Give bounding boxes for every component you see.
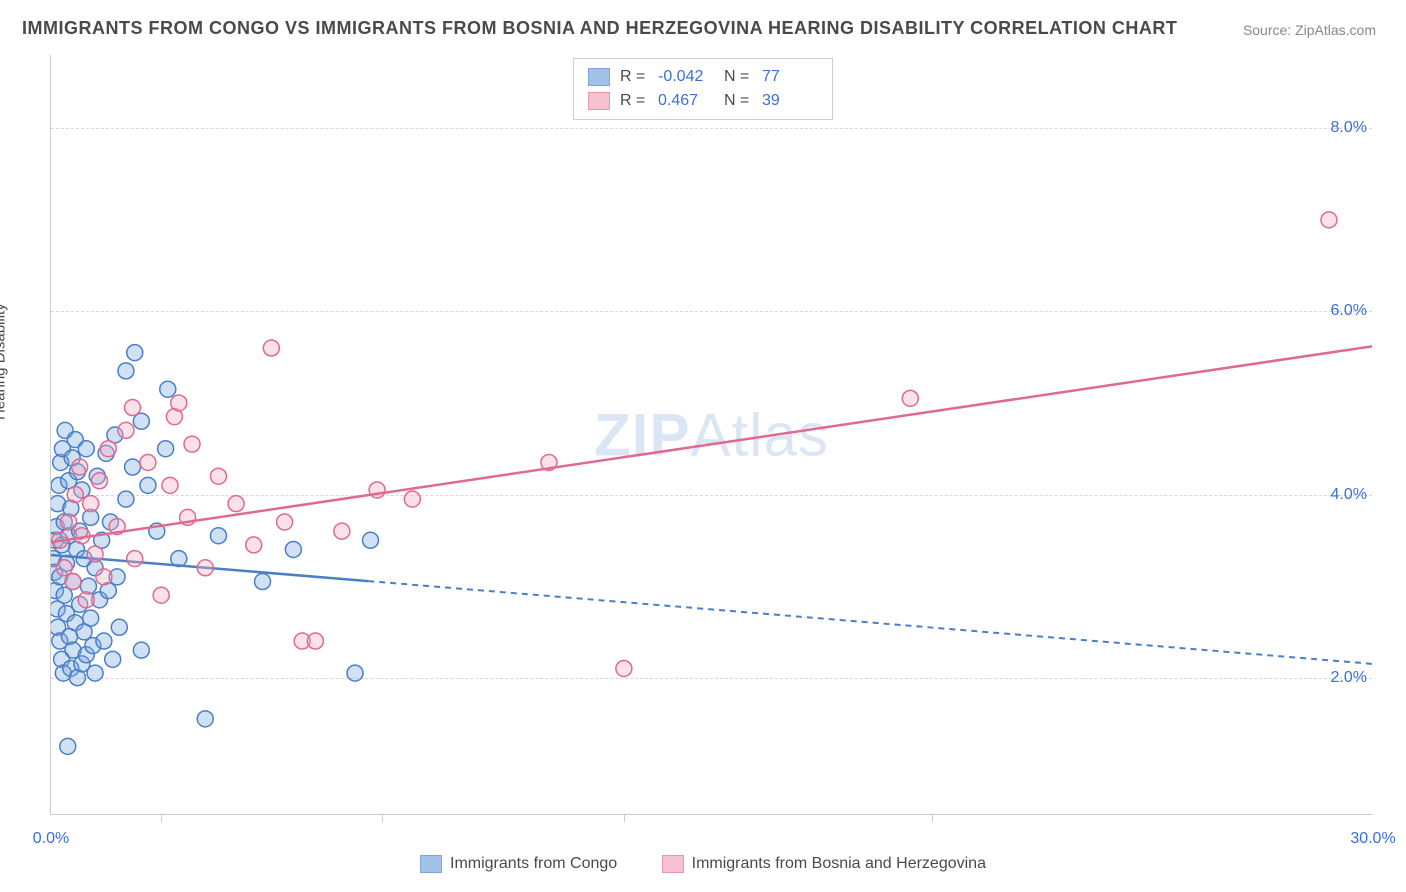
data-point-bosnia	[184, 436, 200, 452]
data-point-congo	[285, 541, 301, 557]
chart-plot-area: ZIPAtlas 2.0%4.0%6.0%8.0%0.0%30.0%	[50, 55, 1372, 815]
x-tick-mark	[382, 814, 383, 822]
data-point-bosnia	[1321, 212, 1337, 228]
x-tick-label: 0.0%	[33, 830, 69, 848]
data-point-congo	[210, 528, 226, 544]
data-point-bosnia	[153, 587, 169, 603]
data-point-congo	[118, 363, 134, 379]
data-point-bosnia	[65, 574, 81, 590]
n-value-bosnia: 39	[762, 89, 818, 113]
data-point-congo	[78, 441, 94, 457]
legend-item-congo: Immigrants from Congo	[420, 855, 617, 873]
x-tick-mark	[161, 814, 162, 822]
data-point-congo	[83, 610, 99, 626]
stats-legend: R = -0.042 N = 77 R = 0.467 N = 39	[573, 58, 833, 120]
swatch-congo	[588, 68, 610, 86]
r-label: R =	[620, 89, 648, 113]
chart-title: IMMIGRANTS FROM CONGO VS IMMIGRANTS FROM…	[22, 18, 1177, 39]
data-point-bosnia	[404, 491, 420, 507]
data-point-bosnia	[197, 560, 213, 576]
data-point-bosnia	[228, 496, 244, 512]
trendline-extrapolated-congo	[368, 581, 1372, 664]
series-legend: Immigrants from Congo Immigrants from Bo…	[0, 855, 1406, 878]
data-point-bosnia	[91, 473, 107, 489]
data-point-congo	[158, 441, 174, 457]
data-point-congo	[125, 459, 141, 475]
legend-label-congo: Immigrants from Congo	[450, 855, 617, 873]
data-point-bosnia	[72, 459, 88, 475]
data-point-bosnia	[277, 514, 293, 530]
n-label: N =	[724, 65, 752, 89]
y-axis-label: Hearing Disability	[0, 303, 9, 420]
stats-row-congo: R = -0.042 N = 77	[588, 65, 818, 89]
data-point-bosnia	[246, 537, 262, 553]
data-point-congo	[197, 711, 213, 727]
data-point-bosnia	[87, 546, 103, 562]
data-point-bosnia	[100, 441, 116, 457]
data-point-bosnia	[127, 551, 143, 567]
data-point-congo	[87, 665, 103, 681]
chart-svg	[51, 55, 1372, 814]
n-label: N =	[724, 89, 752, 113]
data-point-congo	[160, 381, 176, 397]
data-point-bosnia	[78, 592, 94, 608]
data-point-congo	[255, 574, 271, 590]
data-point-bosnia	[67, 487, 83, 503]
data-point-bosnia	[307, 633, 323, 649]
data-point-bosnia	[210, 468, 226, 484]
data-point-congo	[127, 345, 143, 361]
data-point-congo	[60, 738, 76, 754]
data-point-congo	[105, 651, 121, 667]
x-tick-mark	[624, 814, 625, 822]
data-point-congo	[118, 491, 134, 507]
r-value-bosnia: 0.467	[658, 89, 714, 113]
data-point-bosnia	[616, 660, 632, 676]
data-point-bosnia	[118, 422, 134, 438]
swatch-bosnia	[588, 92, 610, 110]
swatch-bosnia	[662, 855, 684, 873]
data-point-congo	[140, 477, 156, 493]
data-point-bosnia	[902, 390, 918, 406]
data-point-bosnia	[96, 569, 112, 585]
swatch-congo	[420, 855, 442, 873]
data-point-bosnia	[263, 340, 279, 356]
data-point-bosnia	[334, 523, 350, 539]
data-point-bosnia	[171, 395, 187, 411]
data-point-bosnia	[140, 454, 156, 470]
trendline-bosnia	[51, 346, 1372, 542]
x-tick-mark	[932, 814, 933, 822]
data-point-congo	[362, 532, 378, 548]
data-point-congo	[133, 642, 149, 658]
x-tick-label: 30.0%	[1350, 830, 1395, 848]
legend-label-bosnia: Immigrants from Bosnia and Herzegovina	[692, 855, 986, 873]
r-label: R =	[620, 65, 648, 89]
data-point-bosnia	[162, 477, 178, 493]
data-point-congo	[347, 665, 363, 681]
data-point-congo	[96, 633, 112, 649]
source-label: Source: ZipAtlas.com	[1243, 22, 1376, 38]
r-value-congo: -0.042	[658, 65, 714, 89]
data-point-bosnia	[83, 496, 99, 512]
data-point-congo	[111, 619, 127, 635]
stats-row-bosnia: R = 0.467 N = 39	[588, 89, 818, 113]
data-point-bosnia	[61, 514, 77, 530]
data-point-bosnia	[125, 400, 141, 416]
n-value-congo: 77	[762, 65, 818, 89]
legend-item-bosnia: Immigrants from Bosnia and Herzegovina	[662, 855, 986, 873]
